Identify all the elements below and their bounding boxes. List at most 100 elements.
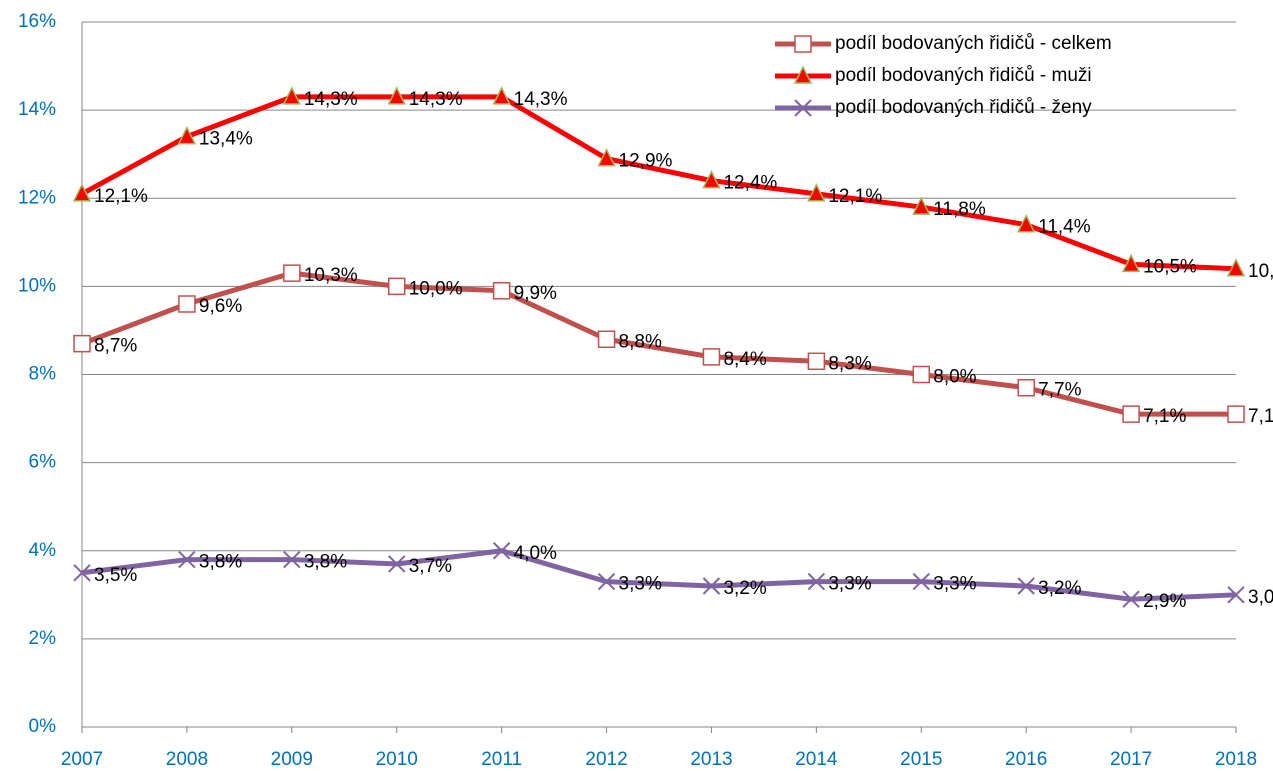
marker [597, 330, 616, 348]
marker [492, 542, 511, 560]
data-label: 3,8% [199, 552, 242, 573]
legend-item: podíl bodovaných řidičů - ženy [775, 97, 1092, 118]
marker [912, 196, 931, 215]
marker [1016, 214, 1036, 233]
marker [1227, 405, 1245, 423]
marker [1227, 586, 1245, 604]
marker [1017, 577, 1035, 595]
data-label: 3,5% [94, 565, 137, 586]
marker [73, 334, 91, 353]
series-line [81, 548, 1237, 602]
y-tick-label: 16% [18, 11, 56, 32]
data-label: 11,8% [933, 199, 986, 220]
data-label: 3,2% [723, 578, 766, 599]
data-label: 8,8% [619, 331, 662, 352]
marker [178, 295, 196, 313]
x-tick-label: 2010 [376, 749, 418, 770]
legend-marker [794, 99, 812, 117]
y-tick-label: 6% [29, 452, 57, 473]
marker [1226, 258, 1246, 277]
y-tick-label: 4% [29, 540, 57, 561]
x-tick-label: 2008 [166, 749, 208, 770]
marker [283, 550, 301, 569]
data-label: 8,4% [723, 349, 766, 370]
marker [702, 169, 721, 189]
data-label: 13,4% [199, 129, 253, 150]
x-tick-label: 2011 [481, 749, 522, 770]
marker [72, 183, 92, 202]
data-label: 8,7% [94, 336, 137, 357]
x-tick-label: 2009 [271, 749, 313, 770]
data-label: 10,4% [1248, 261, 1273, 282]
marker [807, 183, 826, 202]
marker [597, 572, 616, 591]
x-tick-label: 2007 [61, 749, 103, 770]
x-tick-label: 2016 [1005, 749, 1047, 770]
marker [388, 555, 406, 573]
marker [912, 365, 931, 384]
data-label: 12,1% [94, 186, 148, 207]
data-label: 8,3% [828, 353, 871, 374]
data-label: 14,3% [514, 89, 568, 110]
data-label: 10,3% [304, 265, 358, 286]
marker [178, 550, 196, 569]
marker [1121, 253, 1141, 273]
data-label: 7,7% [1038, 380, 1081, 401]
data-label: 14,3% [409, 89, 463, 110]
y-tick-label: 2% [29, 628, 57, 649]
marker [73, 564, 91, 582]
legend-item: podíl bodovaných řidičů - celkem [775, 33, 1112, 54]
marker [177, 125, 197, 145]
data-label: 7,1% [1143, 406, 1186, 427]
legend-item: podíl bodovaných řidičů - muži [775, 65, 1092, 86]
marker [1017, 378, 1035, 397]
data-label: 12,1% [828, 186, 882, 207]
data-label: 3,7% [409, 556, 452, 577]
marker [492, 282, 511, 300]
x-tick-label: 2014 [795, 749, 838, 770]
legend-label: podíl bodovaných řidičů - muži [835, 65, 1092, 86]
data-label: 10,5% [1143, 256, 1197, 277]
data-label: 3,3% [619, 574, 662, 595]
marker [387, 277, 406, 296]
y-tick-label: 12% [18, 187, 56, 208]
marker [702, 348, 721, 366]
marker [807, 352, 826, 371]
legend-label: podíl bodovaných řidičů - celkem [835, 33, 1112, 54]
legend-label: podíl bodovaných řidičů - ženy [835, 97, 1092, 118]
data-label: 7,1% [1248, 406, 1273, 427]
data-label: 12,4% [723, 173, 777, 194]
x-tick-label: 2015 [900, 749, 942, 770]
data-label: 3,2% [1038, 578, 1081, 599]
legend-marker [794, 35, 812, 53]
marker [807, 572, 826, 591]
data-label: 9,9% [514, 283, 557, 304]
data-label: 14,3% [304, 89, 358, 110]
data-label: 3,8% [304, 552, 347, 573]
x-tick-label: 2017 [1110, 749, 1152, 770]
series-line [80, 94, 1237, 272]
y-tick-label: 10% [18, 275, 56, 296]
data-label: 3,3% [933, 574, 976, 595]
marker [1122, 405, 1140, 423]
data-label: 4,0% [514, 543, 557, 564]
data-label: 9,6% [199, 296, 242, 317]
marker [492, 86, 511, 105]
data-label: 3,0% [1248, 587, 1273, 608]
marker [283, 264, 301, 282]
x-tick-label: 2013 [690, 749, 732, 770]
marker [1122, 590, 1140, 608]
data-label: 8,0% [933, 367, 976, 388]
data-label: 11,4% [1038, 217, 1091, 238]
marker [282, 86, 302, 105]
y-tick-label: 8% [29, 364, 57, 385]
data-label: 3,3% [828, 574, 871, 595]
y-tick-label: 0% [29, 716, 57, 737]
marker [702, 577, 721, 595]
series-line [81, 270, 1236, 417]
data-label: 2,9% [1143, 591, 1186, 612]
x-tick-label: 2018 [1215, 749, 1257, 770]
marker [912, 572, 930, 591]
data-label: 10,0% [409, 278, 463, 299]
